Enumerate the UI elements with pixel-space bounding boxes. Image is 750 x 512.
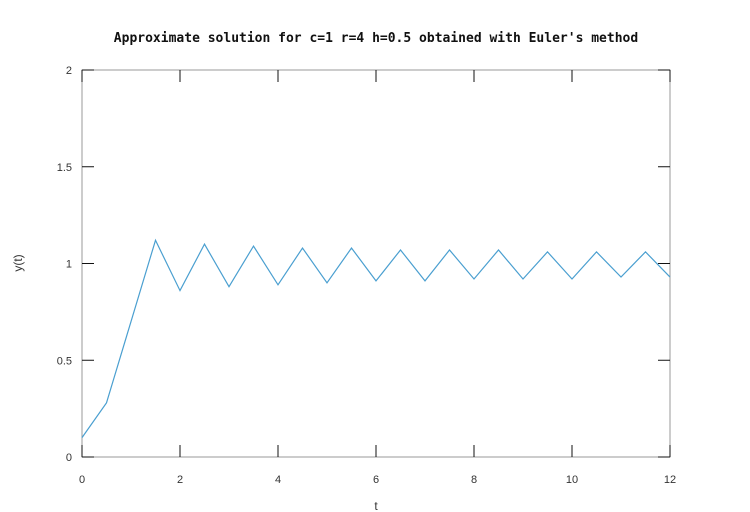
y-tick-label: 1 bbox=[66, 259, 72, 271]
y-tick-labels: 0 0.5 1 1.5 2 bbox=[57, 65, 72, 464]
plot-frame bbox=[81, 69, 671, 458]
y-tick-label: 2 bbox=[66, 65, 72, 77]
y-tick-label: 0.5 bbox=[57, 355, 72, 367]
x-tick-label: 4 bbox=[275, 474, 281, 486]
x-tick-label: 6 bbox=[373, 474, 379, 486]
axis-ticks bbox=[81, 69, 671, 458]
y-axis-label: y(t) bbox=[11, 254, 25, 271]
x-tick-label: 10 bbox=[566, 474, 578, 486]
x-tick-labels: 0 2 4 6 8 10 12 bbox=[79, 474, 676, 486]
x-tick-label: 2 bbox=[177, 474, 183, 486]
plot-border bbox=[81, 69, 671, 458]
y-tick-label: 0 bbox=[66, 452, 72, 464]
chart-title: Approximate solution for c=1 r=4 h=0.5 o… bbox=[114, 31, 638, 46]
y-tick-label: 1.5 bbox=[57, 162, 72, 174]
x-tick-label: 0 bbox=[79, 474, 85, 486]
series-lines bbox=[81, 238, 671, 438]
x-axis-label: t bbox=[374, 499, 378, 512]
x-tick-label: 8 bbox=[471, 474, 477, 486]
x-tick-label: 12 bbox=[664, 474, 676, 486]
series-line bbox=[81, 238, 671, 438]
